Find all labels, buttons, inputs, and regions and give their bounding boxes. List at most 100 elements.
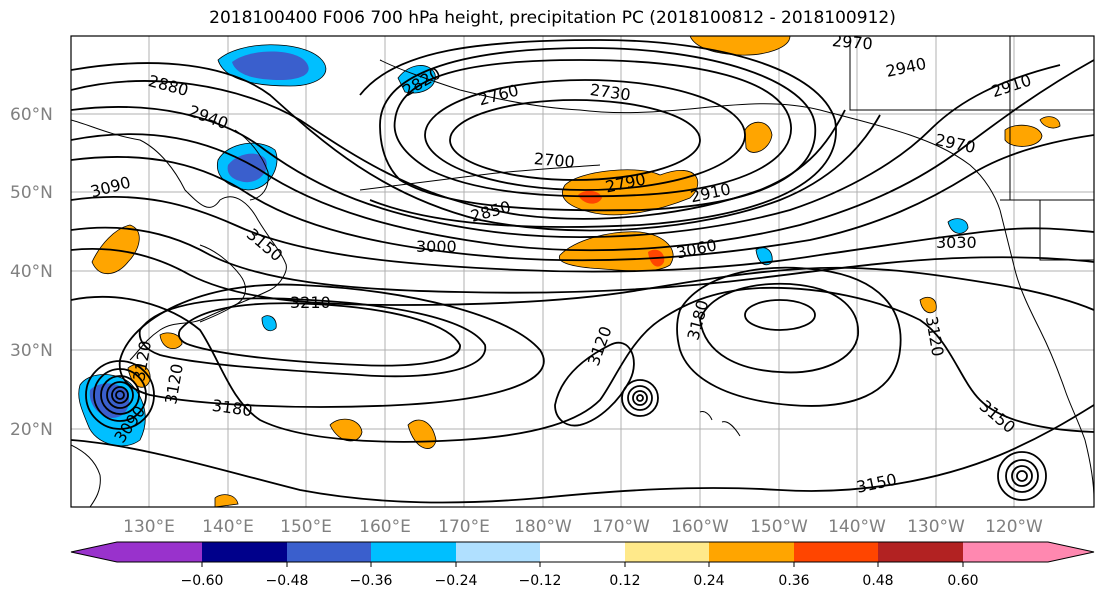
- colorbar-bin: [963, 542, 1048, 562]
- lon-label: 170°E: [438, 517, 490, 537]
- colorbar-bin: [794, 542, 879, 562]
- alaska-coastline: [379, 59, 1001, 211]
- precip-orange-patch: [214, 494, 239, 507]
- precip-shading: [78, 36, 1061, 507]
- precip-orange-patch: [1004, 124, 1043, 147]
- precip-orange-patch: [1039, 116, 1061, 129]
- colorbar-right-extend: [1048, 542, 1094, 562]
- colorbar-left-extend: [71, 542, 117, 562]
- precip-blue-patch: [397, 65, 436, 94]
- precip-orange-patch: [159, 332, 183, 350]
- colorbar-tick-label: −0.48: [266, 573, 309, 589]
- cpac-low-contour: [636, 394, 644, 402]
- contour-3150-south: [71, 404, 1094, 504]
- lon-label: 140°E: [202, 517, 254, 537]
- contour-3180: [118, 283, 545, 408]
- precip-orange-patch: [744, 121, 773, 153]
- contour-3150: [138, 297, 486, 378]
- contour-2790: [379, 47, 817, 212]
- contour-label: 3000: [416, 237, 457, 256]
- contour-2910: [71, 64, 1061, 238]
- kamchatka-coastline: [234, 129, 269, 201]
- colorbar-bin: [625, 542, 710, 562]
- typhoon-west-contour: [115, 390, 125, 400]
- colorbar-tick-label: 0.12: [609, 573, 640, 589]
- na-west-coastline: [999, 209, 1094, 501]
- contour-label: 2700: [533, 149, 575, 171]
- lon-label: 150°E: [280, 517, 332, 537]
- longitude-labels: 130°E 140°E 150°E 160°E 170°E 180°W 170°…: [123, 517, 1043, 537]
- contour-3000: [71, 195, 1094, 273]
- contour-2880: [71, 62, 881, 232]
- map-title: 2018100400 F006 700 hPa height, precipit…: [209, 8, 896, 28]
- precip-orange-patch: [329, 418, 363, 442]
- lat-label: 50°N: [10, 183, 53, 203]
- precip-orange-patch: [919, 296, 937, 314]
- asia-coastline: [71, 119, 287, 361]
- contour-2970: [71, 134, 1094, 262]
- contour-3210-east: [744, 299, 816, 331]
- colorbar-tick-label: 0.48: [862, 573, 893, 589]
- colorbar-tick-label: 0.36: [778, 573, 809, 589]
- epac-low-contour: [997, 451, 1047, 501]
- typhoon-west-contour: [100, 375, 140, 415]
- lon-label: 160°E: [359, 517, 411, 537]
- contour-2730: [424, 79, 746, 191]
- colorbar-bin: [540, 542, 625, 562]
- epac-low-contour: [1011, 465, 1033, 487]
- lon-label: 130°E: [123, 517, 175, 537]
- colorbar-tick-label: 0.60: [947, 573, 978, 589]
- colorbar-bin: [456, 542, 541, 562]
- lon-label: 180°W: [514, 517, 572, 537]
- lon-label: 140°W: [828, 517, 886, 537]
- typhoon-west-contour: [93, 368, 147, 422]
- colorbar-tick-label: 0.24: [693, 573, 724, 589]
- canada-border: [849, 36, 1094, 111]
- cpac-low-contour: [632, 390, 648, 406]
- contour-label: 3210: [290, 293, 331, 312]
- lat-label: 40°N: [10, 262, 53, 282]
- height-contours: [71, 39, 1094, 504]
- contour-3150-east: [676, 266, 902, 407]
- lon-label: 150°W: [750, 517, 808, 537]
- contour-2850: [71, 80, 846, 220]
- contour-3120-south: [554, 342, 635, 427]
- contour-3030: [71, 226, 1094, 294]
- contour-3210: [177, 302, 461, 367]
- latitude-labels: 60°N 50°N 40°N 30°N 20°N: [10, 105, 53, 440]
- colorbar-bin: [371, 542, 456, 562]
- colorbar-tick-label: −0.12: [519, 573, 562, 589]
- epac-low-contour: [1016, 470, 1028, 482]
- colorbar-bin: [117, 542, 202, 562]
- precip-orange-patch: [558, 231, 674, 272]
- lat-label: 60°N: [10, 105, 53, 125]
- precip-orange-patch: [91, 224, 140, 275]
- precip-darkblue-patch: [89, 383, 130, 418]
- contour-3120-west: [71, 286, 1094, 443]
- map-frame: [70, 35, 1095, 508]
- colorbar-bin: [202, 542, 287, 562]
- hawaii-islands: [699, 411, 741, 437]
- taiwan-philippines-coastline: [71, 444, 101, 507]
- contour-label: 3030: [936, 233, 977, 252]
- precip-darkblue-patch: [232, 51, 309, 80]
- colorbar-tick-label: −0.24: [435, 573, 478, 589]
- colorbar-bin: [878, 542, 963, 562]
- epac-low-contour: [1005, 459, 1039, 493]
- gridlines: [71, 36, 1094, 507]
- precip-blue-patch: [261, 315, 277, 332]
- colorbar-outline: [70, 541, 1095, 563]
- aleutian-coastline: [359, 164, 601, 191]
- colorbar-ticks: [201, 562, 964, 567]
- typhoon-west-contour: [85, 360, 155, 430]
- colorbar: −0.60 −0.48 −0.36 −0.24 −0.12 0.12 0.24 …: [70, 541, 1095, 589]
- colorbar-bin: [709, 542, 794, 562]
- cpac-low-contour: [627, 385, 653, 411]
- colorbar-tick-label: −0.60: [181, 573, 224, 589]
- typhoon-west-contour: [106, 381, 134, 409]
- colorbar-bin: [287, 542, 372, 562]
- contour-3180-east: [699, 282, 859, 374]
- lat-label: 20°N: [10, 420, 53, 440]
- lon-label: 160°W: [671, 517, 729, 537]
